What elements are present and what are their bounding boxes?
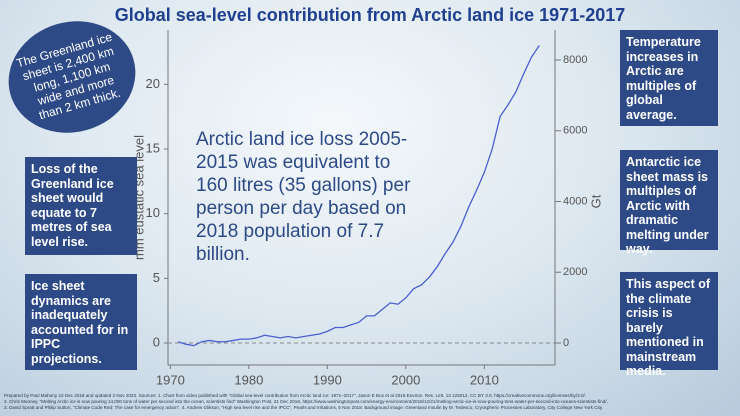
y-tick-label: 20 <box>146 76 160 91</box>
y2-tick-label: 4000 <box>563 195 587 207</box>
y2-tick-label: 8000 <box>563 54 587 66</box>
x-tick-label: 1990 <box>313 372 342 387</box>
y2-axis-label: Gt <box>588 194 603 208</box>
series-line <box>178 45 540 347</box>
note: Temperature increases in Arctic are mult… <box>620 30 718 126</box>
y2-tick-label: 2000 <box>563 266 587 278</box>
y-tick-label: 0 <box>153 334 160 349</box>
annotation: Arctic land ice loss 2005-2015 was equiv… <box>196 129 411 265</box>
note: Ice sheet dynamics are inadequately acco… <box>25 274 137 370</box>
x-tick-label: 1980 <box>234 372 263 387</box>
y2-tick-label: 0 <box>563 337 569 349</box>
footnote-line: 2. Chris Mooney, "Melting Arctic ice is … <box>4 399 608 404</box>
chart-title: Global sea-level contribution from Arcti… <box>114 5 626 25</box>
footnote: Prepared by Paul Mahony 22 Dec 2018 and … <box>4 393 736 411</box>
x-tick-label: 1970 <box>156 372 185 387</box>
footnote-line: Prepared by Paul Mahony 22 Dec 2018 and … <box>4 393 587 398</box>
y-tick-label: 5 <box>153 270 160 285</box>
x-tick-label: 2000 <box>391 372 420 387</box>
y-tick-label: 10 <box>146 205 160 220</box>
x-tick-label: 2010 <box>470 372 499 387</box>
footnote-line: 3. David Spratt and Philip Sutton, "Clim… <box>4 405 604 410</box>
y2-tick-label: 6000 <box>563 125 587 137</box>
note: Antarctic ice sheet mass is multiples of… <box>620 150 718 256</box>
note: Loss of the Greenland ice sheet would eq… <box>25 157 137 255</box>
y-tick-label: 15 <box>146 140 160 155</box>
note: This aspect of the climate crisis is bar… <box>620 272 718 378</box>
